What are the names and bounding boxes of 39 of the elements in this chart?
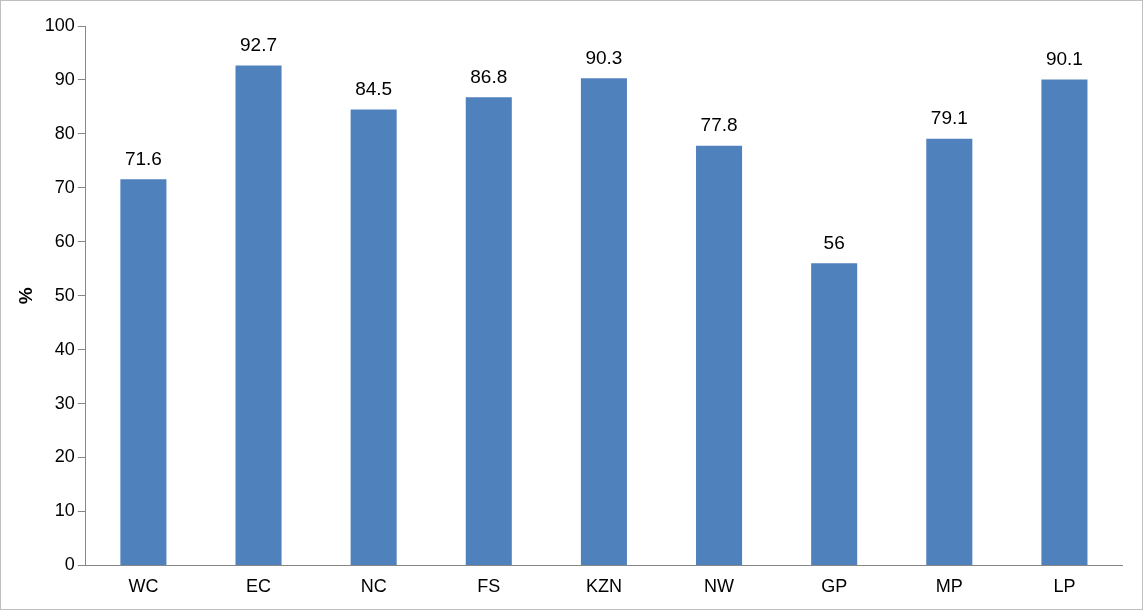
- x-tick-label: GP: [821, 576, 848, 597]
- data-label: 56: [823, 232, 845, 254]
- data-label: 90.3: [585, 47, 623, 69]
- y-tick-label: 60: [54, 230, 75, 251]
- data-label: 92.7: [240, 34, 278, 56]
- y-tick-label: 40: [54, 338, 75, 359]
- bar: [926, 138, 973, 565]
- bar: [696, 145, 743, 565]
- y-axis-title: %: [14, 287, 36, 305]
- data-label: 77.8: [700, 114, 738, 136]
- y-tick-label: 10: [54, 500, 75, 521]
- data-label: 84.5: [355, 78, 393, 100]
- x-tick-label: FS: [477, 576, 501, 597]
- data-label: 86.8: [470, 65, 508, 87]
- bar: [120, 179, 167, 565]
- y-tick-label: 30: [54, 392, 75, 413]
- bar: [580, 78, 627, 565]
- y-tick-label: 90: [54, 68, 75, 89]
- x-tick-label: KZN: [585, 576, 622, 597]
- y-tick-label: 100: [44, 14, 75, 35]
- x-tick-label: EC: [246, 576, 272, 597]
- data-label: 79.1: [930, 107, 968, 129]
- data-label: 90.1: [1045, 48, 1083, 70]
- data-label: 71.6: [124, 147, 162, 169]
- bar: [1041, 79, 1088, 565]
- y-tick-label: 70: [54, 176, 75, 197]
- x-tick-label: WC: [128, 576, 159, 597]
- y-tick-label: 80: [54, 122, 75, 143]
- y-tick-label: 0: [64, 554, 75, 575]
- x-tick-label: MP: [935, 576, 963, 597]
- bar: [350, 109, 397, 565]
- x-tick-label: LP: [1053, 576, 1076, 597]
- bar: [465, 97, 512, 565]
- y-tick-label: 20: [54, 446, 75, 467]
- bar: [235, 65, 282, 565]
- bar: [811, 263, 858, 565]
- y-tick-label: 50: [54, 284, 75, 305]
- x-tick-label: NW: [704, 576, 735, 597]
- x-tick-label: NC: [360, 576, 387, 597]
